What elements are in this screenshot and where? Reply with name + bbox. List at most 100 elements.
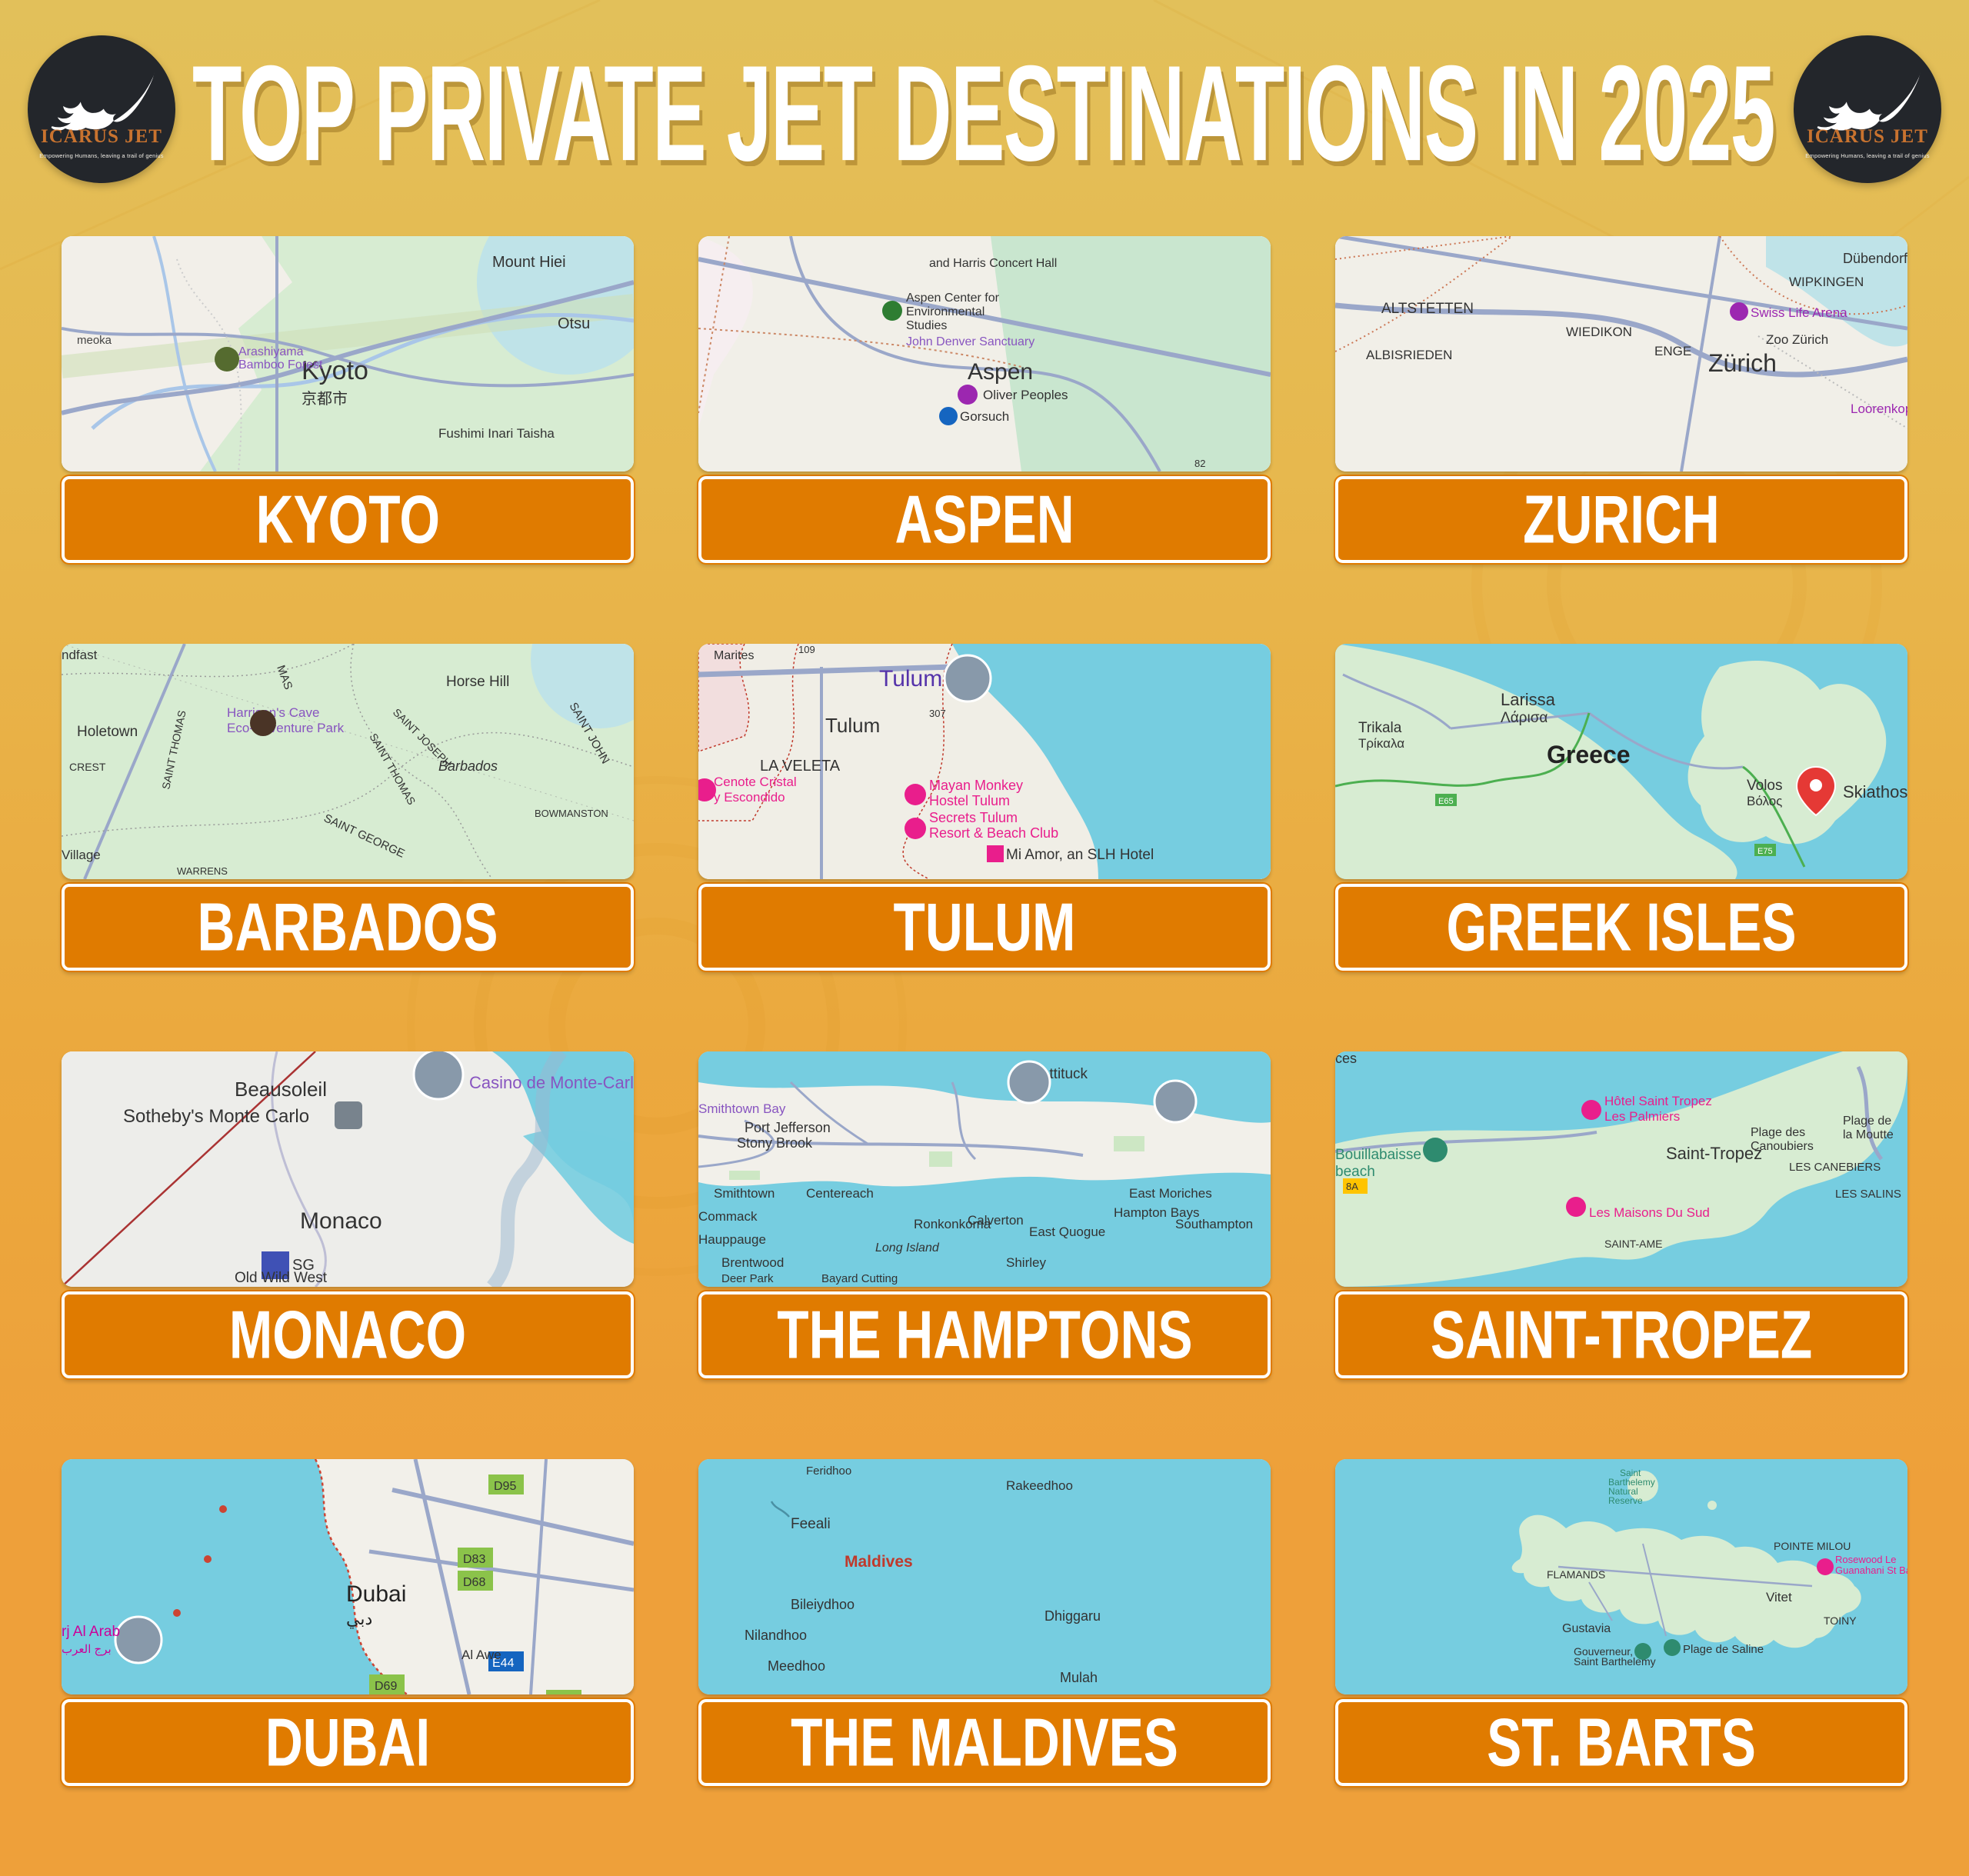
svg-text:WIPKINGEN: WIPKINGEN: [1789, 275, 1864, 289]
svg-text:Ronkonkoma: Ronkonkoma: [914, 1217, 991, 1231]
svg-text:Guanahani St Barth: Guanahani St Barth: [1835, 1564, 1907, 1576]
svg-text:Mayan Monkey: Mayan Monkey: [929, 778, 1023, 793]
svg-text:Greece: Greece: [1547, 741, 1631, 768]
svg-text:Stony Brook: Stony Brook: [737, 1135, 813, 1151]
svg-text:Centereach: Centereach: [806, 1186, 874, 1201]
svg-text:Tulum: Tulum: [825, 714, 880, 737]
svg-text:Old Wild West: Old Wild West: [235, 1270, 328, 1286]
svg-text:BOWMANSTON: BOWMANSTON: [535, 808, 608, 819]
svg-text:Dübendorf: Dübendorf: [1843, 251, 1907, 266]
svg-text:Λάρισα: Λάρισα: [1501, 710, 1548, 726]
svg-text:Secrets Tulum: Secrets Tulum: [929, 810, 1018, 825]
svg-text:Feeali: Feeali: [791, 1516, 831, 1532]
svg-text:D68: D68: [463, 1576, 485, 1589]
svg-text:Eco-Adventure Park: Eco-Adventure Park: [227, 721, 345, 735]
svg-text:109: 109: [798, 644, 815, 655]
svg-text:برج العرب: برج العرب: [62, 1643, 112, 1656]
svg-text:Vitet: Vitet: [1766, 1590, 1792, 1604]
svg-text:Rakeedhoo: Rakeedhoo: [1006, 1478, 1073, 1493]
svg-text:Al Awe: Al Awe: [461, 1648, 501, 1662]
svg-text:Port Jefferson: Port Jefferson: [745, 1120, 831, 1135]
svg-text:Fushimi Inari Taisha: Fushimi Inari Taisha: [438, 426, 555, 441]
svg-text:8A: 8A: [1346, 1181, 1358, 1192]
svg-text:Beausoleil: Beausoleil: [235, 1078, 327, 1101]
svg-text:D69: D69: [375, 1680, 397, 1693]
svg-text:Plage des: Plage des: [1751, 1126, 1805, 1139]
svg-text:Marites: Marites: [714, 649, 754, 662]
svg-text:Bileiydhoo: Bileiydhoo: [791, 1597, 855, 1612]
svg-text:ENGE: ENGE: [1654, 344, 1691, 358]
svg-text:Horse Hill: Horse Hill: [446, 674, 509, 690]
svg-text:Arashiyama: Arashiyama: [238, 345, 304, 358]
svg-text:WIEDIKON: WIEDIKON: [1566, 325, 1632, 339]
svg-text:meoka: meoka: [77, 334, 112, 347]
svg-text:Resort & Beach Club: Resort & Beach Club: [929, 825, 1058, 841]
svg-text:E75: E75: [1757, 847, 1773, 856]
svg-text:Volos: Volos: [1747, 778, 1782, 794]
svg-text:Bouillabaisse: Bouillabaisse: [1335, 1147, 1421, 1163]
svg-text:Village: Village: [62, 848, 101, 862]
svg-text:Loorenkopf: Loorenkopf: [1851, 402, 1907, 416]
svg-text:Τρίκαλα: Τρίκαλα: [1358, 736, 1404, 751]
svg-text:FLAMANDS: FLAMANDS: [1547, 1568, 1605, 1581]
svg-text:la Moutte: la Moutte: [1843, 1128, 1894, 1141]
svg-text:Holetown: Holetown: [77, 724, 138, 740]
svg-text:Plage de: Plage de: [1843, 1115, 1891, 1128]
svg-text:Feridhoo: Feridhoo: [806, 1464, 851, 1478]
svg-text:Dhiggaru: Dhiggaru: [1044, 1608, 1101, 1624]
svg-text:ALBISRIEDEN: ALBISRIEDEN: [1366, 348, 1452, 362]
svg-text:82: 82: [1194, 458, 1205, 469]
svg-text:Monaco: Monaco: [300, 1208, 382, 1234]
svg-text:D95: D95: [494, 1480, 516, 1493]
svg-text:POINTE MILOU: POINTE MILOU: [1774, 1540, 1851, 1552]
svg-text:Maldives: Maldives: [845, 1553, 913, 1571]
svg-text:ALTSTETTEN: ALTSTETTEN: [1381, 301, 1474, 317]
svg-text:Sotheby's Monte Carlo: Sotheby's Monte Carlo: [123, 1106, 309, 1127]
svg-text:Bamboo Forest: Bamboo Forest: [238, 358, 323, 372]
svg-text:Dubai: Dubai: [346, 1581, 406, 1607]
svg-text:LES CANEBIERS: LES CANEBIERS: [1789, 1161, 1881, 1174]
svg-text:WARRENS: WARRENS: [177, 865, 228, 877]
svg-text:دبي: دبي: [346, 1609, 372, 1628]
svg-text:Zürich: Zürich: [1708, 349, 1777, 377]
svg-text:Reserve: Reserve: [1608, 1495, 1643, 1506]
svg-text:Oliver Peoples: Oliver Peoples: [983, 388, 1068, 402]
svg-text:East Quogue: East Quogue: [1029, 1225, 1105, 1239]
svg-text:East Moriches: East Moriches: [1129, 1186, 1212, 1201]
svg-text:ndfast: ndfast: [62, 648, 98, 662]
svg-text:CREST: CREST: [69, 761, 106, 773]
svg-text:Nilandhoo: Nilandhoo: [745, 1628, 807, 1643]
svg-text:beach: beach: [1335, 1164, 1375, 1180]
svg-text:Long Island: Long Island: [875, 1241, 940, 1255]
svg-text:Smithtown: Smithtown: [714, 1186, 775, 1201]
svg-text:Smithtown Bay: Smithtown Bay: [698, 1101, 786, 1116]
svg-text:Saint-Tropez: Saint-Tropez: [1666, 1144, 1762, 1163]
svg-text:Zoo Zürich: Zoo Zürich: [1766, 332, 1828, 347]
svg-text:Studies: Studies: [906, 319, 947, 332]
svg-text:and Harris Concert Hall: and Harris Concert Hall: [929, 257, 1057, 270]
svg-text:Gustavia: Gustavia: [1562, 1622, 1611, 1635]
svg-text:Mount Hiei: Mount Hiei: [492, 254, 566, 271]
svg-text:Skiathos: Skiathos: [1843, 782, 1907, 801]
svg-text:Canoubiers: Canoubiers: [1751, 1140, 1814, 1153]
svg-text:Swiss Life Arena: Swiss Life Arena: [1751, 305, 1847, 320]
svg-text:TOINY: TOINY: [1824, 1614, 1857, 1627]
svg-text:Deer Park: Deer Park: [721, 1272, 774, 1285]
svg-text:京都市: 京都市: [302, 390, 348, 408]
svg-text:SAINT-AME: SAINT-AME: [1604, 1238, 1662, 1250]
svg-text:Commack: Commack: [698, 1209, 758, 1224]
svg-text:rj Al Arab: rj Al Arab: [62, 1624, 120, 1640]
svg-text:Meedhoo: Meedhoo: [768, 1658, 825, 1674]
svg-text:Barbados: Barbados: [438, 758, 498, 774]
svg-text:Aspen: Aspen: [968, 359, 1033, 385]
svg-text:ces: ces: [1335, 1051, 1357, 1066]
svg-text:Mi Amor, an SLH Hotel: Mi Amor, an SLH Hotel: [1006, 847, 1154, 863]
svg-text:Mulah: Mulah: [1060, 1670, 1098, 1685]
svg-text:Bayard Cutting: Bayard Cutting: [821, 1272, 898, 1285]
svg-text:Plage de Saline: Plage de Saline: [1683, 1643, 1764, 1656]
svg-text:Tulum: Tulum: [879, 666, 942, 691]
svg-text:Trikala: Trikala: [1358, 720, 1402, 736]
svg-text:Les Palmiers: Les Palmiers: [1604, 1109, 1680, 1124]
svg-text:307: 307: [929, 708, 946, 719]
svg-text:Casino de Monte-Carlo: Casino de Monte-Carlo: [469, 1073, 634, 1092]
